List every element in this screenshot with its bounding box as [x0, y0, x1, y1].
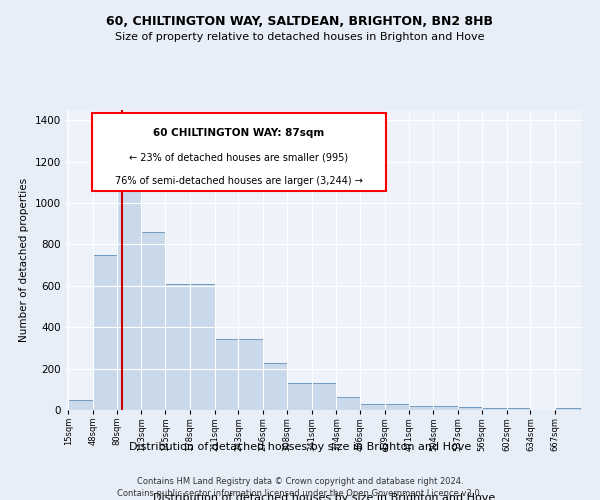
Text: ← 23% of detached houses are smaller (995): ← 23% of detached houses are smaller (99…: [129, 152, 349, 162]
Bar: [142, 232, 166, 410]
Bar: [263, 364, 287, 410]
X-axis label: Distribution of detached houses by size in Brighton and Hove: Distribution of detached houses by size …: [153, 492, 495, 500]
Bar: [117, 184, 142, 410]
Y-axis label: Number of detached properties: Number of detached properties: [19, 178, 29, 342]
Bar: [337, 396, 360, 410]
Bar: [190, 284, 215, 410]
Bar: [166, 284, 190, 410]
Bar: [409, 406, 433, 410]
Text: Size of property relative to detached houses in Brighton and Hove: Size of property relative to detached ho…: [115, 32, 485, 42]
Text: 60 CHILTINGTON WAY: 87sqm: 60 CHILTINGTON WAY: 87sqm: [153, 128, 325, 138]
Bar: [482, 408, 506, 410]
Bar: [68, 400, 93, 410]
Text: Contains public sector information licensed under the Open Government Licence v3: Contains public sector information licen…: [118, 489, 482, 498]
Text: Contains HM Land Registry data © Crown copyright and database right 2024.: Contains HM Land Registry data © Crown c…: [137, 478, 463, 486]
Text: 60, CHILTINGTON WAY, SALTDEAN, BRIGHTON, BN2 8HB: 60, CHILTINGTON WAY, SALTDEAN, BRIGHTON,…: [107, 15, 493, 28]
Bar: [385, 404, 409, 410]
Bar: [555, 408, 580, 410]
Bar: [433, 406, 458, 410]
Bar: [311, 383, 337, 410]
Text: Distribution of detached houses by size in Brighton and Hove: Distribution of detached houses by size …: [129, 442, 471, 452]
Bar: [360, 404, 385, 410]
Bar: [238, 338, 263, 410]
Bar: [287, 383, 311, 410]
Bar: [506, 408, 530, 410]
Bar: [215, 338, 238, 410]
FancyBboxPatch shape: [92, 113, 386, 191]
Bar: [458, 407, 482, 410]
Text: 76% of semi-detached houses are larger (3,244) →: 76% of semi-detached houses are larger (…: [115, 176, 363, 186]
Bar: [93, 255, 117, 410]
